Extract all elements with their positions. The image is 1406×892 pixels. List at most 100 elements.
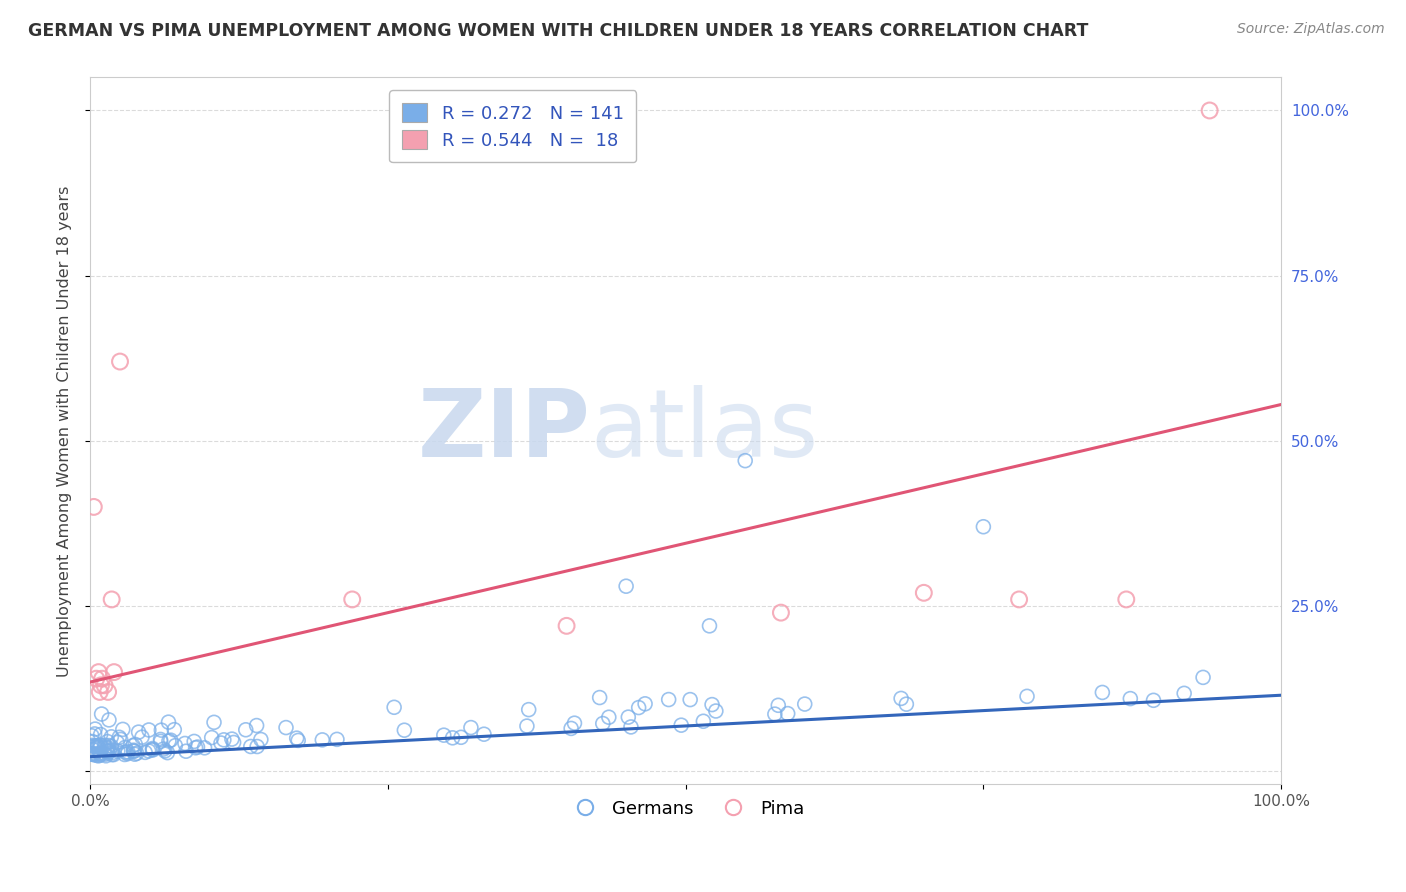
Point [117, 745, 139, 759]
Point [699, 619, 721, 633]
Point [89, 747, 111, 761]
Point [97, 746, 120, 760]
Point [342, 592, 364, 607]
Point [142, 743, 165, 757]
Point [103, 665, 125, 679]
Point [87, 665, 110, 679]
Point [157, 715, 180, 730]
Point [114, 745, 136, 759]
Point [97, 740, 120, 755]
Point [141, 741, 163, 756]
Point [83, 747, 105, 762]
Point [128, 725, 150, 739]
Point [101, 746, 124, 760]
Point [82, 739, 104, 753]
Point [704, 704, 727, 718]
Point [972, 520, 994, 534]
Point [117, 747, 139, 761]
Point [101, 747, 124, 762]
Point [86, 739, 108, 753]
Point [202, 715, 225, 730]
Point [94, 747, 117, 761]
Point [124, 747, 146, 762]
Point [138, 744, 160, 758]
Point [1198, 103, 1220, 118]
Point [209, 736, 232, 750]
Point [80, 729, 103, 743]
Point [82, 747, 104, 761]
Point [108, 731, 131, 745]
Point [108, 354, 131, 368]
Point [183, 734, 205, 748]
Point [1008, 592, 1031, 607]
Point [221, 732, 243, 747]
Point [124, 738, 146, 752]
Point [671, 718, 693, 732]
Point [1091, 685, 1114, 699]
Point [156, 746, 179, 760]
Point [90, 706, 112, 721]
Y-axis label: Unemployment Among Women with Children Under 18 years: Unemployment Among Women with Children U… [58, 186, 72, 677]
Point [90, 739, 112, 753]
Point [111, 723, 134, 737]
Point [212, 732, 235, 747]
Point [90, 747, 112, 761]
Point [1115, 592, 1137, 607]
Point [90, 678, 112, 692]
Point [83, 727, 105, 741]
Point [763, 707, 786, 722]
Point [87, 748, 110, 763]
Point [138, 723, 160, 737]
Point [658, 692, 681, 706]
Point [96, 744, 118, 758]
Point [194, 740, 217, 755]
Point [125, 747, 148, 761]
Point [896, 697, 918, 711]
Point [246, 739, 269, 754]
Point [912, 586, 935, 600]
Point [141, 742, 163, 756]
Point [441, 731, 464, 745]
Point [100, 739, 122, 754]
Point [627, 700, 650, 714]
Point [517, 703, 540, 717]
Point [1192, 670, 1215, 684]
Point [394, 723, 416, 738]
Point [93, 738, 115, 752]
Point [634, 697, 657, 711]
Point [157, 734, 180, 748]
Point [174, 744, 197, 758]
Point [107, 744, 129, 758]
Point [592, 716, 614, 731]
Point [94, 748, 117, 763]
Point [98, 713, 121, 727]
Point [105, 735, 128, 749]
Text: GERMAN VS PIMA UNEMPLOYMENT AMONG WOMEN WITH CHILDREN UNDER 18 YEARS CORRELATION: GERMAN VS PIMA UNEMPLOYMENT AMONG WOMEN … [28, 22, 1088, 40]
Point [174, 736, 197, 750]
Point [87, 739, 110, 754]
Point [89, 685, 111, 699]
Point [152, 742, 174, 756]
Point [274, 721, 297, 735]
Point [184, 740, 207, 755]
Point [1015, 690, 1038, 704]
Point [776, 706, 799, 721]
Point [793, 697, 815, 711]
Point [131, 730, 153, 744]
Point [149, 732, 172, 747]
Point [287, 733, 309, 747]
Point [250, 732, 273, 747]
Point [700, 698, 723, 712]
Point [84, 722, 107, 736]
Point [89, 738, 111, 752]
Point [114, 740, 136, 755]
Point [679, 692, 702, 706]
Point [560, 722, 582, 736]
Point [122, 739, 145, 753]
Point [222, 735, 245, 749]
Point [239, 739, 262, 754]
Point [114, 747, 136, 762]
Point [588, 690, 610, 705]
Point [93, 678, 115, 692]
Text: atlas: atlas [591, 385, 818, 477]
